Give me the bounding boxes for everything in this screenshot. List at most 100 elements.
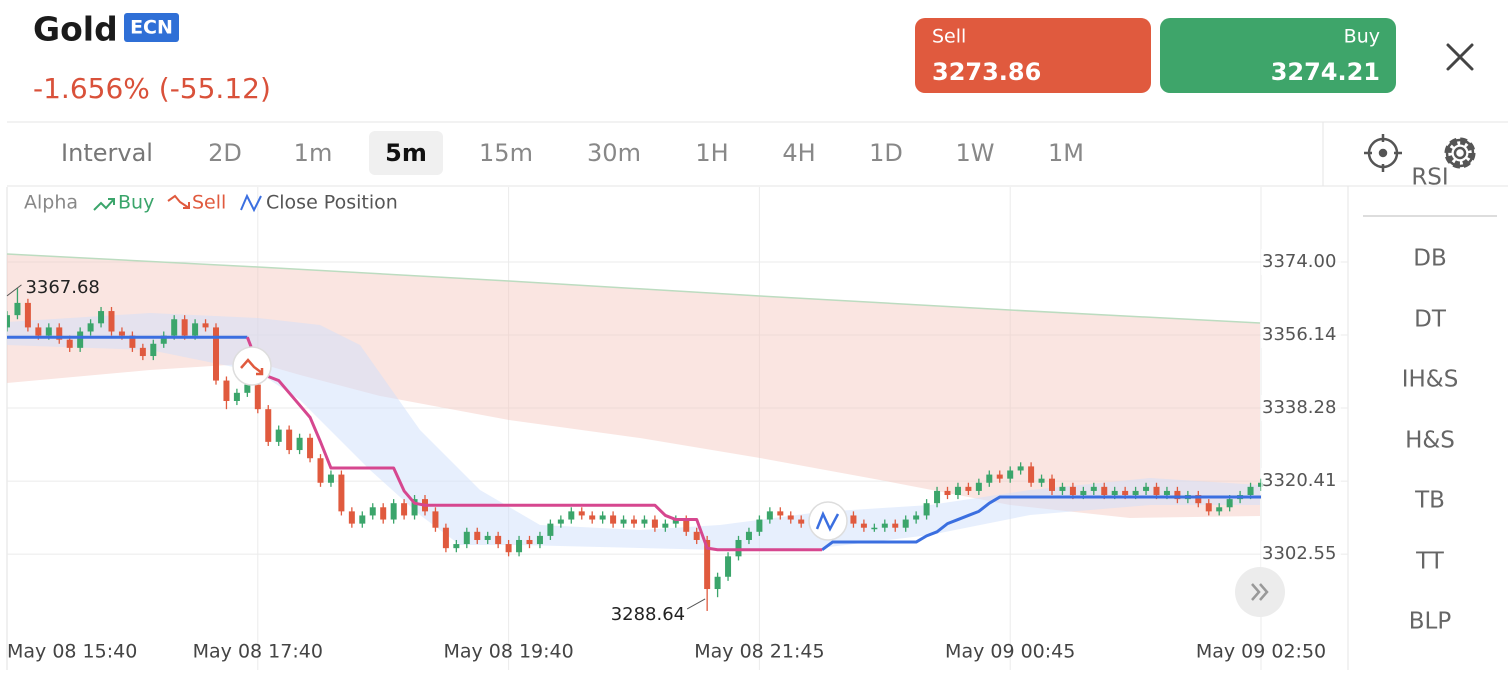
gear-icon[interactable]: [1445, 138, 1475, 168]
x-tick-label: May 08 17:40: [193, 641, 323, 663]
candle-body: [265, 409, 272, 442]
y-label-bg: [1261, 395, 1341, 422]
pattern-option[interactable]: IH&S: [1402, 367, 1459, 393]
candle-body: [359, 515, 366, 524]
candle-body: [787, 515, 794, 520]
pattern-option[interactable]: DT: [1414, 307, 1447, 333]
close-button[interactable]: [1446, 43, 1474, 71]
candle-body: [850, 515, 857, 524]
crosshair-icon[interactable]: [1378, 148, 1388, 158]
interval-option[interactable]: 5m: [385, 139, 427, 167]
sell-label[interactable]: Sell: [932, 26, 966, 48]
candle-body: [902, 519, 909, 528]
candle-body: [286, 429, 293, 451]
pattern-option[interactable]: BLP: [1409, 609, 1452, 635]
legend-item: Sell: [192, 192, 226, 214]
candle-body: [1017, 466, 1024, 471]
pattern-option[interactable]: TT: [1415, 549, 1445, 575]
interval-option[interactable]: 1H: [695, 139, 728, 167]
pattern-option[interactable]: RSI: [1411, 165, 1448, 191]
candle-body: [14, 302, 21, 316]
interval-option[interactable]: 1m: [294, 139, 333, 167]
candle-body: [860, 523, 867, 528]
candle-body: [35, 327, 42, 336]
candle-body: [934, 490, 941, 504]
crosshair-button[interactable]: [1364, 134, 1402, 172]
candle-body: [338, 474, 345, 512]
candle-body: [704, 539, 711, 590]
y-tick-label: 3302.55: [1262, 543, 1336, 564]
pattern-list: RSI DB DT IH&S H&S TB TT BLP: [1402, 165, 1459, 635]
candle-body: [1174, 490, 1181, 500]
interval-option[interactable]: 1W: [956, 139, 995, 167]
sell-marker-icon: [240, 358, 264, 376]
x-tick-label: May 08 15:40: [7, 641, 137, 663]
candle-body: [986, 474, 993, 483]
candle-body: [662, 523, 669, 528]
y-label-bg: [1261, 322, 1341, 349]
scroll-icon[interactable]: [1251, 583, 1269, 601]
sell-price[interactable]: 3273.86: [932, 58, 1041, 86]
candle-body: [1195, 495, 1202, 504]
interval-option[interactable]: 2D: [208, 139, 242, 167]
candle-body: [965, 486, 972, 491]
candle-body: [714, 576, 721, 590]
close-x[interactable]: [1446, 43, 1474, 71]
candle-body: [1038, 478, 1045, 483]
cloud-edge: [6, 253, 1261, 324]
y-tick-label: 3338.28: [1262, 397, 1336, 418]
interval-option[interactable]: 1D: [869, 139, 903, 167]
x-tick-label: May 09 02:50: [1196, 641, 1326, 663]
candle-body: [380, 507, 387, 520]
candle-body: [526, 539, 533, 545]
candle-body: [693, 531, 700, 540]
candle-body: [213, 327, 219, 381]
legend-item: Close Position: [266, 192, 398, 214]
trend-band: [7, 313, 1260, 550]
candle-body: [1080, 490, 1087, 496]
interval-selected-bg[interactable]: [369, 131, 443, 175]
candle-body: [1049, 478, 1055, 491]
buy-button[interactable]: Buy 3274.21: [1160, 18, 1396, 93]
pattern-option[interactable]: H&S: [1405, 428, 1455, 454]
sell-button[interactable]: Sell 3273.86: [915, 18, 1151, 93]
candle-body: [683, 519, 690, 532]
candle-body: [171, 319, 178, 336]
close-marker: [808, 501, 848, 541]
sell-bg[interactable]: [915, 18, 1151, 93]
candle-body: [7, 315, 10, 328]
interval-option[interactable]: 1M: [1048, 139, 1084, 167]
candle-body: [568, 511, 575, 520]
buy-label[interactable]: Buy: [1344, 26, 1380, 48]
candle-body: [223, 380, 230, 401]
legend-item: Alpha: [24, 192, 78, 214]
interval-option[interactable]: 30m: [587, 139, 641, 167]
gear-icon[interactable]: [1453, 146, 1467, 160]
pattern-option[interactable]: DB: [1413, 246, 1447, 272]
settings-button[interactable]: [1444, 137, 1476, 169]
candle-body: [913, 515, 920, 520]
candle-body: [411, 499, 418, 516]
crosshair-icon[interactable]: [1364, 134, 1402, 172]
pattern-option[interactable]: TB: [1414, 488, 1445, 514]
axis: May 08 15:40 May 08 17:40 May 08 19:40 May …: [6, 249, 1341, 663]
close-icon: [240, 193, 262, 213]
candle-body: [108, 311, 115, 332]
buy-bg[interactable]: [1160, 18, 1396, 93]
candle-body: [745, 531, 752, 540]
symbol: Gold: [33, 10, 118, 49]
candle-body: [923, 503, 930, 516]
candle-body: [275, 429, 282, 442]
y-label-bg: [1261, 541, 1341, 568]
candle-body: [66, 339, 73, 348]
y-tick-label: 3374.00: [1262, 251, 1336, 272]
interval-option[interactable]: 4H: [782, 139, 815, 167]
buy-price[interactable]: 3274.21: [1271, 58, 1380, 86]
legend: Alpha Buy Sell Close Position: [24, 192, 398, 214]
candle-body: [557, 519, 564, 524]
scroll-button[interactable]: [1235, 567, 1285, 617]
interval-option[interactable]: 15m: [479, 139, 533, 167]
candle-body: [589, 515, 596, 520]
candle-body: [150, 343, 157, 357]
